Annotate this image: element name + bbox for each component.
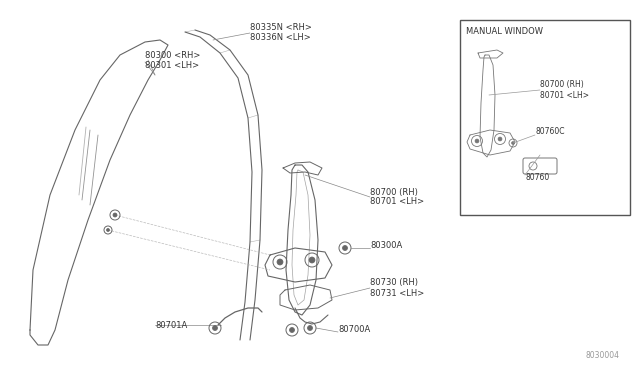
Text: 80730 (RH): 80730 (RH)	[370, 279, 418, 288]
Bar	[460, 20, 630, 215]
Circle shape	[475, 139, 479, 143]
Text: 80760: 80760	[525, 173, 549, 183]
Circle shape	[511, 141, 515, 144]
Circle shape	[289, 327, 294, 333]
Circle shape	[113, 213, 117, 217]
Text: 80701 <LH>: 80701 <LH>	[370, 198, 424, 206]
Text: 80700A: 80700A	[338, 326, 371, 334]
Text: 80700 (RH): 80700 (RH)	[370, 187, 418, 196]
Text: 80336N <LH>: 80336N <LH>	[250, 33, 311, 42]
Text: 80701 <LH>: 80701 <LH>	[540, 90, 589, 99]
Circle shape	[309, 257, 315, 263]
Circle shape	[212, 326, 218, 330]
Text: 80301 <LH>: 80301 <LH>	[145, 61, 199, 70]
Circle shape	[307, 326, 312, 330]
Text: 80300A: 80300A	[370, 241, 403, 250]
Circle shape	[342, 246, 348, 250]
Text: 80701A: 80701A	[155, 321, 188, 330]
Text: 80760C: 80760C	[535, 128, 564, 137]
Circle shape	[106, 228, 109, 231]
Text: 80335N <RH>: 80335N <RH>	[250, 23, 312, 32]
Text: 8030004: 8030004	[586, 351, 620, 360]
Text: 80731 <LH>: 80731 <LH>	[370, 289, 424, 298]
Circle shape	[277, 259, 283, 265]
Text: MANUAL WINDOW: MANUAL WINDOW	[466, 28, 543, 36]
Text: 80300 <RH>: 80300 <RH>	[145, 51, 200, 60]
Circle shape	[498, 137, 502, 141]
Text: 80700 (RH): 80700 (RH)	[540, 80, 584, 90]
